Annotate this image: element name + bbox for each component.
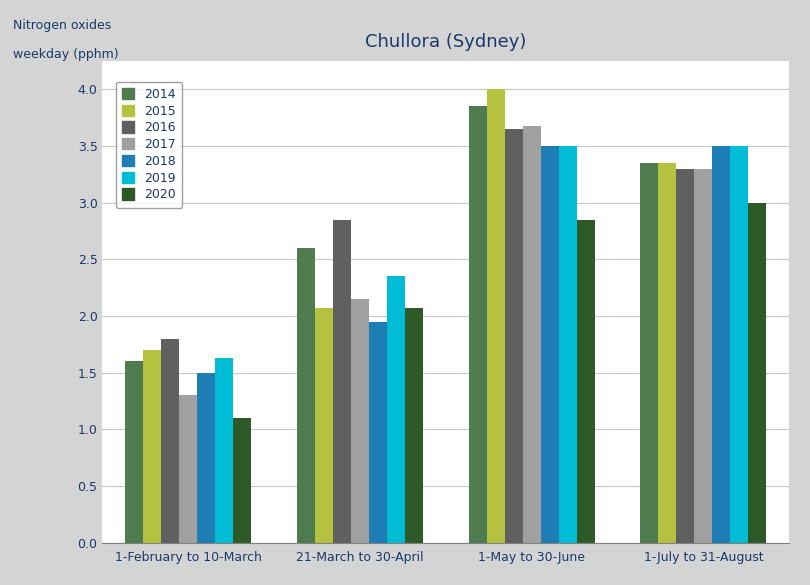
Bar	[676, 168, 694, 543]
Text: Nitrogen oxides: Nitrogen oxides	[13, 19, 112, 32]
Bar	[748, 202, 766, 543]
Bar	[315, 308, 333, 543]
Bar	[369, 322, 387, 543]
Legend: 2014, 2015, 2016, 2017, 2018, 2019, 2020: 2014, 2015, 2016, 2017, 2018, 2019, 2020	[116, 81, 182, 208]
Bar	[233, 418, 251, 543]
Bar	[333, 219, 351, 543]
Text: weekday (pphm): weekday (pphm)	[13, 48, 119, 61]
Bar	[731, 146, 748, 543]
Bar	[297, 248, 315, 543]
Bar	[143, 350, 161, 543]
Title: Chullora (Sydney): Chullora (Sydney)	[365, 33, 526, 51]
Bar	[540, 146, 559, 543]
Bar	[505, 129, 522, 543]
Bar	[179, 395, 198, 543]
Bar	[351, 299, 369, 543]
Bar	[405, 308, 423, 543]
Bar	[387, 276, 405, 543]
Bar	[659, 163, 676, 543]
Bar	[487, 89, 505, 543]
Bar	[161, 339, 179, 543]
Bar	[215, 358, 233, 543]
Bar	[198, 373, 215, 543]
Bar	[694, 168, 712, 543]
Bar	[577, 219, 595, 543]
Bar	[126, 362, 143, 543]
Bar	[640, 163, 659, 543]
Bar	[559, 146, 577, 543]
Bar	[468, 106, 487, 543]
Bar	[712, 146, 731, 543]
Bar	[522, 126, 540, 543]
